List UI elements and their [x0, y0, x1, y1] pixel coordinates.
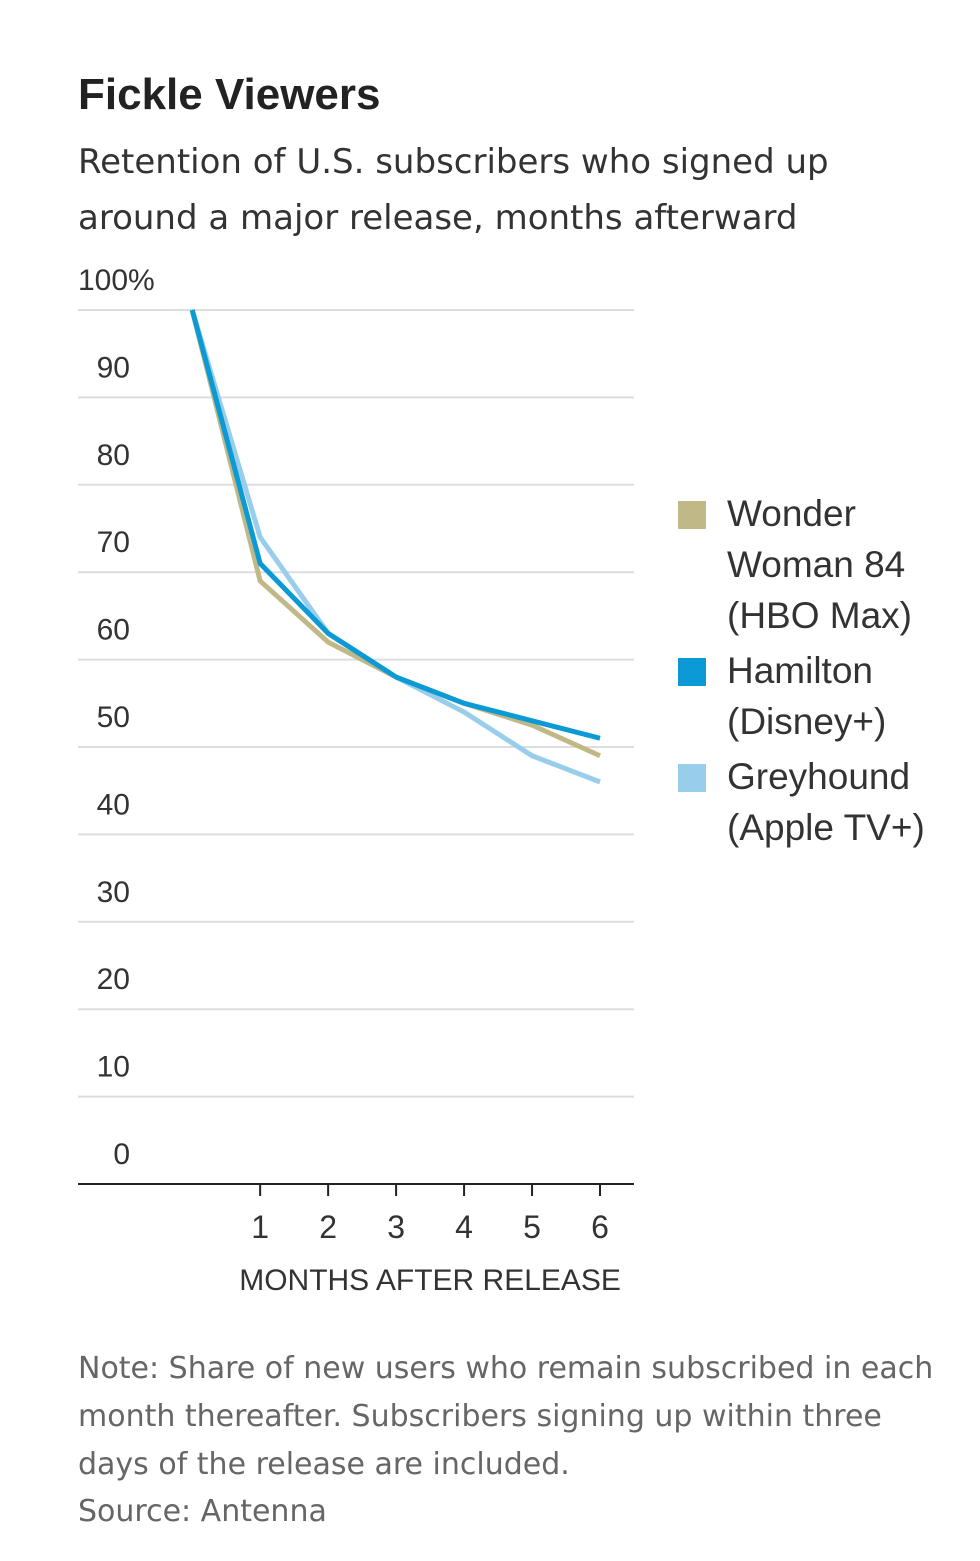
y-tick-label: 60 — [97, 614, 130, 647]
y-tick-label: 0 — [113, 1138, 130, 1171]
legend-label: Wonder Woman 84 (HBO Max) — [727, 493, 912, 636]
y-tick-label: 40 — [97, 788, 130, 821]
x-tick-label: 4 — [455, 1209, 473, 1245]
x-axis-title: MONTHS AFTER RELEASE — [239, 1264, 621, 1297]
y-tick-label: 100% — [78, 264, 155, 297]
x-tick-label: 5 — [523, 1209, 541, 1245]
legend-label: Hamilton (Disney+) — [727, 650, 887, 742]
y-tick-label: 80 — [97, 439, 130, 472]
legend-swatch — [678, 658, 706, 686]
y-tick-label: 30 — [97, 876, 130, 909]
y-tick-label: 90 — [97, 351, 130, 384]
y-tick-label: 50 — [97, 701, 130, 734]
series-line — [189, 309, 601, 741]
legend-swatch — [678, 764, 706, 792]
legend-item: Greyhound (Apple TV+) — [678, 751, 968, 853]
source: Source: Antenna — [78, 1494, 327, 1529]
x-tick-label: 2 — [319, 1209, 337, 1245]
chart-subtitle: Retention of U.S. subscribers who signed… — [78, 142, 829, 238]
legend-item: Wonder Woman 84 (HBO Max) — [678, 488, 968, 641]
legend: Wonder Woman 84 (HBO Max) Hamilton (Disne… — [678, 488, 968, 857]
x-tick-label: 1 — [251, 1209, 269, 1245]
x-tick-label: 6 — [591, 1209, 609, 1245]
legend-swatch — [678, 501, 706, 529]
legend-item: Hamilton (Disney+) — [678, 645, 968, 747]
note: Note: Share of new users who remain subs… — [78, 1351, 934, 1482]
x-tick-label: 3 — [387, 1209, 405, 1245]
y-tick-label: 20 — [97, 963, 130, 996]
y-tick-label: 10 — [97, 1051, 130, 1084]
legend-label: Greyhound (Apple TV+) — [727, 756, 925, 848]
chart-title: Fickle Viewers — [78, 70, 381, 119]
y-tick-label: 70 — [97, 526, 130, 559]
